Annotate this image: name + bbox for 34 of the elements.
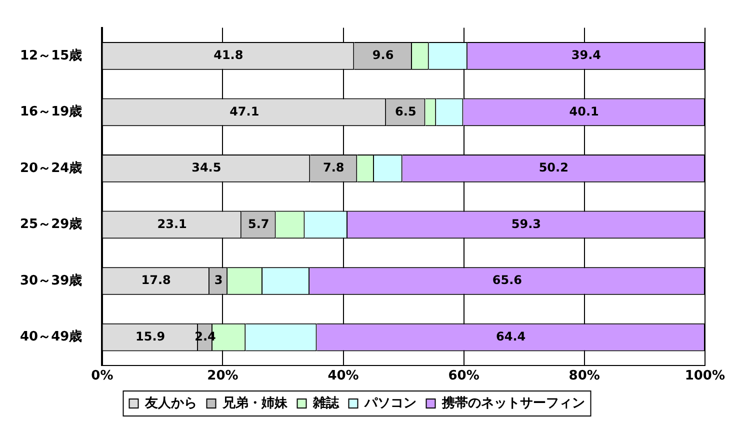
legend-label: 携帯のネットサーフィン [440,394,585,411]
legend-label: パソコン [363,396,416,411]
x-tick-label: 60% [448,368,480,384]
x-tick-label: 100% [684,368,726,384]
data-label: 23.1 [157,216,187,231]
data-label: 9.6 [372,48,394,62]
y-tick-label: 30～39歳 [20,273,82,288]
data-label: 17.8 [141,273,171,288]
data-label: 59.3 [511,216,542,231]
data-label: 15.9 [136,329,166,344]
legend-label: 雑誌 [312,394,340,411]
data-label: 50.2 [538,160,568,175]
data-label: 65.6 [492,273,522,288]
y-tick-label: 40～49歳 [20,330,82,345]
data-label: 47.1 [230,104,260,118]
data-label: 34.5 [192,160,222,175]
data-label: 40.1 [569,104,599,118]
legend-label: 兄弟・姉妹 [221,396,288,411]
data-label: 3 [214,273,223,288]
data-label: 6.5 [395,104,416,118]
data-label: 5.7 [248,216,270,231]
x-tick-label: 20% [207,368,238,384]
data-label: 41.8 [214,48,244,62]
y-tick-label: 12～15歳 [20,48,82,64]
data-label: 7.8 [323,160,344,175]
legend-label: 友人から [144,396,197,411]
data-label: 39.4 [571,48,601,62]
x-tick-label: 80% [568,368,600,384]
y-tick-label: 16～19歳 [20,104,82,120]
x-tick-label: 40% [328,368,359,384]
data-label: 64.4 [496,329,526,344]
x-tick-label: 0% [91,368,114,384]
y-tick-label: 25～29歳 [20,217,82,232]
y-tick-label: 20～24歳 [20,160,82,176]
